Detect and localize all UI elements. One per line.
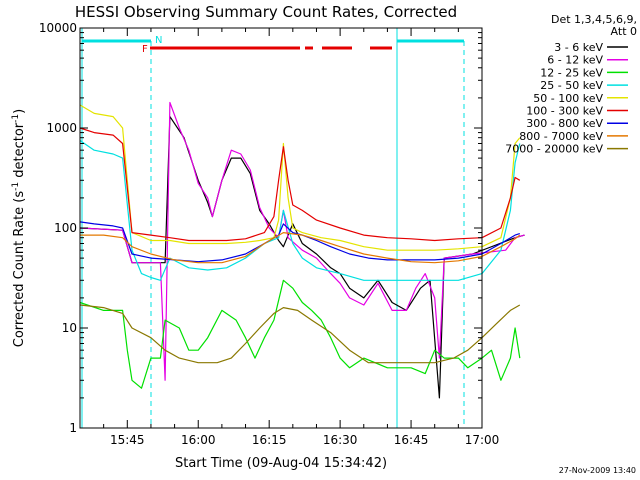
y-axis-label: Corrected Count Rate (s-1 detector-1) (11, 109, 27, 347)
y-tick-label-0: 1 (69, 421, 77, 435)
series-line-5 (79, 127, 521, 242)
flag-n-label: N (155, 35, 162, 46)
flag-f-label: F (142, 44, 148, 55)
legend-header-2: Att 0 (611, 25, 637, 38)
series-line-2 (79, 279, 521, 389)
legend-label-6: 300 - 800 keV (526, 117, 603, 130)
y-tick-label-3: 1000 (46, 121, 77, 135)
series-line-3 (79, 140, 521, 281)
series-line-6 (79, 221, 520, 263)
ylabel-end: ) (12, 109, 27, 114)
y-tick-label-4: 10000 (39, 21, 77, 35)
axes-layer: 1 10 100 1000 10000 15:45 16:00 16:15 16:30 16:45… (39, 21, 499, 447)
x-tick-label-5: 17:00 (465, 433, 500, 447)
legend-label-8: 7000 - 20000 keV (505, 143, 603, 156)
series-line-7 (80, 232, 521, 264)
footer-date: 27-Nov-2009 13:40 (559, 466, 636, 475)
x-tick-label-1: 16:00 (181, 433, 216, 447)
legend-label-3: 25 - 50 keV (540, 79, 603, 92)
y-axis-title: Corrected Count Rate (s-1 detector-1) (11, 109, 27, 347)
ylabel-sup1: -1 (11, 182, 21, 191)
legend-label-5: 100 - 300 keV (526, 105, 603, 118)
series-line-4 (79, 104, 521, 251)
ylabel-main: Corrected Count Rate (s (12, 191, 27, 348)
x-tick-label-3: 16:30 (323, 433, 358, 447)
legend-label-7: 800 - 7000 keV (519, 130, 603, 143)
series-line-8 (79, 304, 521, 364)
legend-label-0: 3 - 6 keV (554, 41, 603, 54)
legend-label-4: 50 - 100 keV (533, 92, 603, 105)
ylabel-mid: detector (12, 122, 27, 182)
x-axis-label: Start Time (09-Aug-04 15:34:42) (175, 456, 387, 471)
legend-header-1: Det 1,3,4,5,6,9, (551, 13, 637, 26)
legend-label-1: 6 - 12 keV (547, 54, 603, 67)
x-tick-label-4: 16:45 (394, 433, 429, 447)
series-layer (79, 101, 525, 399)
legend-label-2: 12 - 25 keV (540, 66, 603, 79)
y-tick-label-1: 10 (62, 321, 77, 335)
series-line-1 (79, 101, 525, 381)
x-tick-label-2: 16:15 (252, 433, 287, 447)
x-tick-label-0: 15:45 (110, 433, 145, 447)
chart-title: HESSI Observing Summary Count Rates, Cor… (75, 3, 457, 21)
flag-bars: F N (82, 35, 464, 55)
y-tick-label-2: 100 (54, 221, 77, 235)
ylabel-sup2: -1 (11, 114, 21, 123)
